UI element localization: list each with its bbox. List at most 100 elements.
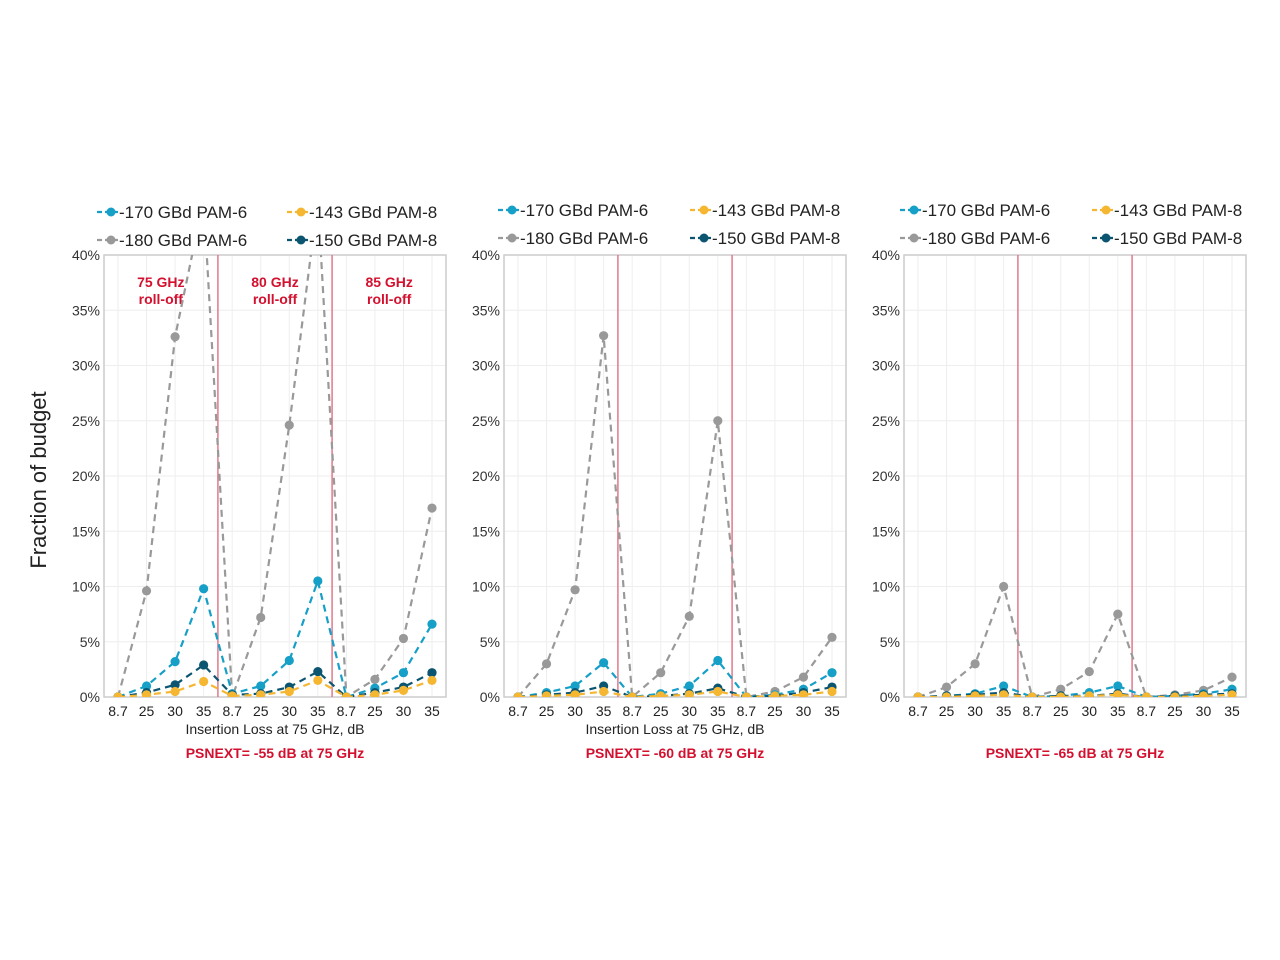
y-tick-label: 0% bbox=[480, 689, 500, 705]
plot-frame bbox=[503, 254, 847, 698]
data-point-180-gbd-pam-6 bbox=[141, 586, 152, 596]
data-point-143-gbd-pam-8 bbox=[541, 691, 552, 697]
data-point-143-gbd-pam-8 bbox=[1227, 690, 1237, 697]
x-tick-label: 35 bbox=[996, 703, 1012, 719]
psnext-caption: PSNEXT= -65 dB at 75 GHz bbox=[986, 745, 1165, 761]
data-point-143-gbd-pam-8 bbox=[970, 691, 980, 697]
x-tick-label: 30 bbox=[396, 703, 412, 719]
data-point-143-gbd-pam-8 bbox=[427, 675, 437, 686]
data-point-170-gbd-pam-6 bbox=[256, 681, 266, 691]
x-tick-label: 30 bbox=[567, 703, 583, 719]
y-tick-label: 30% bbox=[472, 358, 500, 374]
x-tick-label: 25 bbox=[767, 703, 783, 719]
x-tick-label: 25 bbox=[539, 703, 555, 719]
y-tick-label: 35% bbox=[872, 302, 900, 318]
data-point-143-gbd-pam-8 bbox=[398, 685, 409, 695]
data-point-170-gbd-pam-6 bbox=[141, 681, 152, 691]
chart-panel-1: 0% 5% 10% 15% 20% 25% 30% 35% 40% 8.7 25 30 35 8.7 25 3… bbox=[72, 203, 447, 761]
group-annotation: 80 GHz roll-off bbox=[251, 274, 298, 307]
data-point-143-gbd-pam-8 bbox=[1198, 691, 1209, 697]
data-point-143-gbd-pam-8 bbox=[941, 692, 952, 697]
y-tick-label: 35% bbox=[72, 302, 100, 318]
legend-label-143-gbd-pam-8: -143 GBd PAM-8 bbox=[309, 203, 437, 222]
legend-swatch-marker bbox=[507, 205, 517, 215]
data-point-170-gbd-pam-6 bbox=[999, 681, 1009, 691]
legend-swatch-marker bbox=[106, 207, 116, 217]
x-tick-label: 8.7 bbox=[222, 703, 242, 719]
x-tick-label: 30 bbox=[681, 703, 697, 719]
data-point-143-gbd-pam-8 bbox=[827, 686, 837, 697]
x-tick-label: 35 bbox=[310, 703, 326, 719]
series-group bbox=[513, 331, 837, 697]
legend-label-150-gbd-pam-8: -150 GBd PAM-8 bbox=[1114, 229, 1242, 248]
data-point-170-gbd-pam-6 bbox=[713, 655, 723, 666]
data-point-143-gbd-pam-8 bbox=[370, 690, 380, 697]
data-point-170-gbd-pam-6 bbox=[199, 584, 209, 594]
series-line-180-gbd-pam-6 bbox=[917, 582, 1233, 697]
legend-swatch-marker bbox=[1101, 205, 1111, 215]
y-tick-label: 35% bbox=[472, 302, 500, 318]
y-tick-label: 20% bbox=[872, 468, 900, 484]
data-point-143-gbd-pam-8 bbox=[798, 690, 809, 697]
data-point-170-gbd-pam-6 bbox=[170, 657, 180, 667]
data-point-143-gbd-pam-8 bbox=[1084, 691, 1094, 697]
x-axis-label: Insertion Loss at 75 GHz, dB bbox=[586, 721, 765, 737]
x-axis-label: Insertion Loss at 75 GHz, dB bbox=[186, 721, 365, 737]
legend-swatch-marker bbox=[699, 233, 709, 243]
data-point-180-gbd-pam-6 bbox=[256, 612, 266, 623]
data-point-143-gbd-pam-8 bbox=[141, 690, 152, 697]
chart-panel-2: 0% 5% 10% 15% 20% 25% 30% 35% 40% 8.7 25 30 35 8.7 25 3… bbox=[472, 201, 847, 761]
legend-label-143-gbd-pam-8: -143 GBd PAM-8 bbox=[712, 201, 840, 220]
data-point-180-gbd-pam-6 bbox=[713, 416, 723, 426]
x-tick-label: 35 bbox=[710, 703, 726, 719]
data-point-180-gbd-pam-6 bbox=[1227, 672, 1237, 682]
legend-label-170-gbd-pam-6: -170 GBd PAM-6 bbox=[520, 201, 648, 220]
data-point-143-gbd-pam-8 bbox=[170, 686, 180, 697]
data-point-143-gbd-pam-8 bbox=[913, 692, 923, 697]
y-tick-label: 5% bbox=[480, 634, 500, 650]
x-tick-label: 35 bbox=[196, 703, 212, 719]
x-tick-label: 25 bbox=[1167, 703, 1183, 719]
data-point-170-gbd-pam-6 bbox=[398, 668, 409, 678]
data-point-180-gbd-pam-6 bbox=[827, 632, 837, 642]
series-line-150-gbd-pam-8 bbox=[117, 663, 433, 697]
psnext-caption: PSNEXT= -60 dB at 75 GHz bbox=[586, 745, 765, 761]
data-point-170-gbd-pam-6 bbox=[427, 619, 437, 629]
legend-label-143-gbd-pam-8: -143 GBd PAM-8 bbox=[1114, 201, 1242, 220]
y-tick-label: 15% bbox=[872, 523, 900, 539]
x-tick-label: 8.7 bbox=[737, 703, 757, 719]
data-point-180-gbd-pam-6 bbox=[541, 659, 552, 669]
x-tick-label: 30 bbox=[167, 703, 183, 719]
data-point-180-gbd-pam-6 bbox=[1084, 666, 1094, 677]
legend-swatch-marker bbox=[909, 205, 919, 215]
data-point-180-gbd-pam-6 bbox=[570, 585, 580, 595]
legend-label-170-gbd-pam-6: -170 GBd PAM-6 bbox=[922, 201, 1050, 220]
legend-label-180-gbd-pam-6: -180 GBd PAM-6 bbox=[922, 229, 1050, 248]
data-point-180-gbd-pam-6 bbox=[798, 672, 809, 682]
x-tick-label: 8.7 bbox=[108, 703, 128, 719]
x-tick-label: 30 bbox=[1196, 703, 1212, 719]
y-tick-label: 30% bbox=[72, 358, 100, 374]
data-point-150-gbd-pam-8 bbox=[199, 660, 209, 670]
legend-swatch-marker bbox=[106, 235, 116, 245]
legend-swatch-marker bbox=[296, 235, 306, 245]
data-point-170-gbd-pam-6 bbox=[570, 681, 580, 691]
x-tick-label: 8.7 bbox=[622, 703, 642, 719]
data-point-180-gbd-pam-6 bbox=[170, 332, 180, 342]
legend-swatch-marker bbox=[699, 205, 709, 215]
data-point-143-gbd-pam-8 bbox=[227, 691, 237, 697]
x-tick-label: 8.7 bbox=[508, 703, 528, 719]
series-group bbox=[913, 581, 1237, 697]
data-point-143-gbd-pam-8 bbox=[999, 690, 1009, 697]
y-tick-label: 5% bbox=[880, 634, 900, 650]
y-tick-label: 40% bbox=[872, 247, 900, 263]
data-point-143-gbd-pam-8 bbox=[313, 675, 323, 686]
x-tick-label: 8.7 bbox=[1022, 703, 1042, 719]
series-line-143-gbd-pam-8 bbox=[117, 679, 433, 697]
x-tick-label: 35 bbox=[596, 703, 612, 719]
data-point-143-gbd-pam-8 bbox=[256, 690, 266, 697]
data-point-143-gbd-pam-8 bbox=[1113, 690, 1123, 697]
data-point-143-gbd-pam-8 bbox=[1056, 692, 1066, 697]
legend-label-170-gbd-pam-6: -170 GBd PAM-6 bbox=[119, 203, 247, 222]
x-tick-label: 25 bbox=[939, 703, 955, 719]
